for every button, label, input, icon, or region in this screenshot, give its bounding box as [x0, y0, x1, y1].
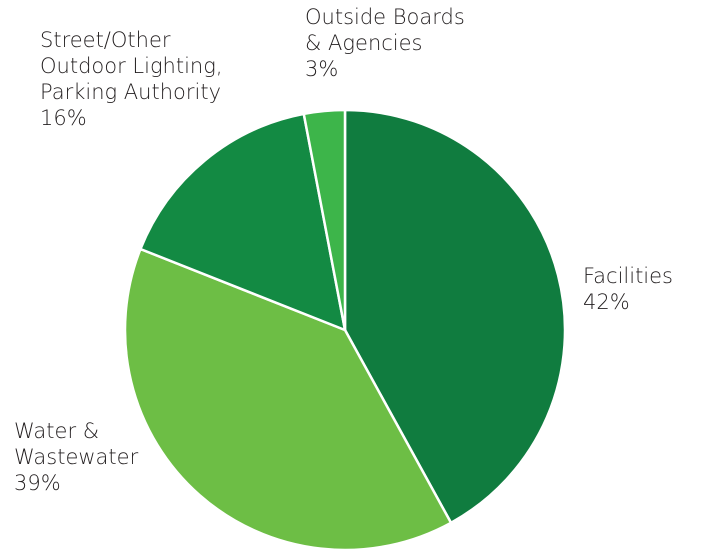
slice-label: Facilities 42%: [583, 263, 673, 315]
value-label: 39%: [14, 471, 61, 495]
category-label: Facilities: [583, 264, 673, 288]
category-label: Outside Boards & Agencies: [305, 5, 465, 55]
category-label: Street/Other Outdoor Lighting, Parking A…: [40, 28, 223, 104]
slice-label: Outside Boards & Agencies 3%: [305, 4, 465, 82]
value-label: 3%: [305, 57, 339, 81]
pie-slice: [123, 247, 453, 550]
pie-slice: [302, 108, 347, 331]
slice-label: Water & Wastewater 39%: [14, 418, 138, 496]
slice-label: Street/Other Outdoor Lighting, Parking A…: [40, 27, 223, 131]
pie-slice: [343, 108, 567, 525]
category-label: Water & Wastewater: [14, 419, 139, 469]
value-label: 16%: [40, 106, 87, 130]
pie-slice: [138, 112, 347, 332]
value-label: 42%: [583, 290, 630, 314]
